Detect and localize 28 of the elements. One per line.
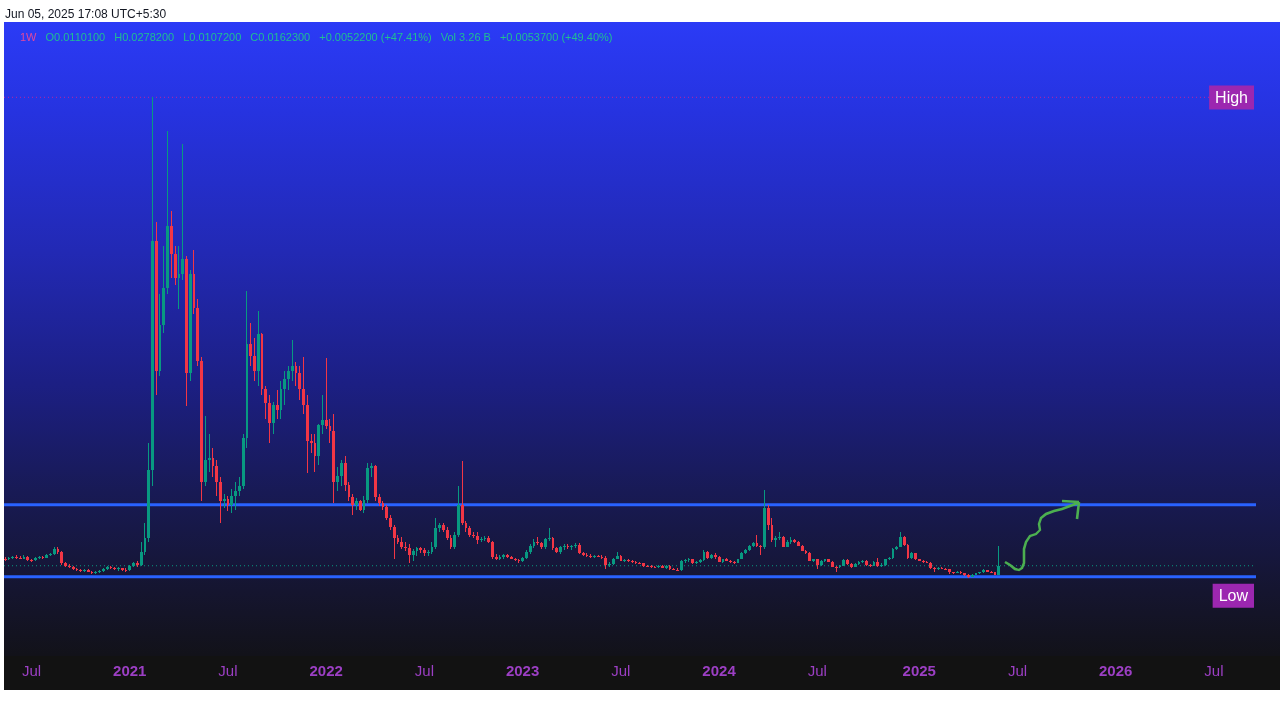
text: H0.0278200	[114, 31, 175, 44]
candlestick	[548, 528, 551, 541]
x-tick-label: Jul	[1007, 662, 1028, 680]
text: L0.0107200	[183, 31, 242, 44]
x-tick-label: Jul	[611, 662, 631, 680]
x-tick-label: Jul	[1204, 662, 1224, 680]
text: Jun 05, 2025 17:08 UTC+5:30	[5, 7, 167, 21]
text: +0.0052200 (+47.41%)	[319, 31, 432, 44]
x-tick-label: 2022	[309, 662, 343, 680]
x-tick-label: 2023	[505, 662, 540, 680]
x-tick-label: 2026	[1099, 662, 1133, 680]
text: Vol 3.26 B	[440, 31, 491, 44]
annotation: Low	[1218, 587, 1249, 605]
text: 1W	[20, 31, 38, 44]
x-tick-label: 2021	[113, 662, 147, 680]
x-tick-label: Jul	[807, 662, 827, 680]
candlestick	[208, 434, 211, 472]
candlestick	[759, 545, 762, 555]
candlestick	[178, 246, 180, 309]
x-tick-label: 2024	[702, 662, 737, 680]
text: +0.0053700 (+49.40%)	[499, 31, 613, 44]
text: O0.0110100	[45, 31, 106, 44]
x-tick-label: 2025	[902, 662, 936, 680]
x-tick-label: Jul	[21, 662, 42, 680]
ref-line-label: High	[1215, 88, 1248, 106]
x-tick-label: Jul	[218, 662, 238, 680]
x-tick-label: Jul	[414, 662, 434, 680]
text: C0.0162300	[250, 31, 311, 44]
